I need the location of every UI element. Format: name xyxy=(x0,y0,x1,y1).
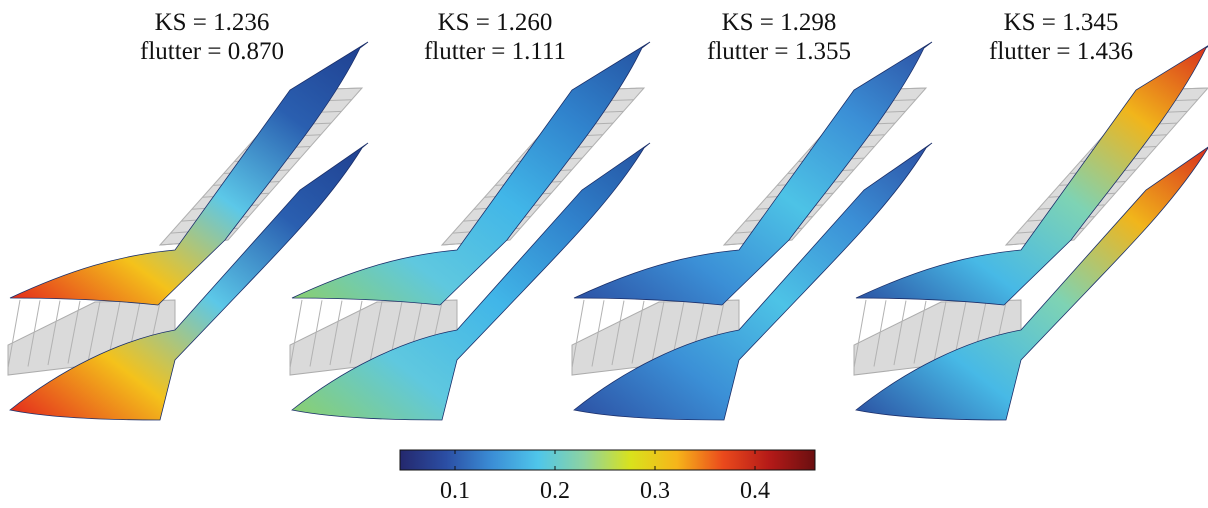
panel-3-flutter-label: flutter = 1.355 xyxy=(664,37,894,66)
panel-3-ks-label: KS = 1.298 xyxy=(664,8,894,37)
panel-2-ks-label: KS = 1.260 xyxy=(380,8,610,37)
panel-4-flutter-label: flutter = 1.436 xyxy=(946,37,1176,66)
panel-4-ks-label: KS = 1.345 xyxy=(946,8,1176,37)
colorbar-tick-label: 0.3 xyxy=(640,478,670,504)
colorbar-tick-label: 0.1 xyxy=(440,478,470,504)
panel-1-caption: KS = 1.236 flutter = 0.870 xyxy=(97,8,327,66)
panel-1-ks-label: KS = 1.236 xyxy=(97,8,327,37)
panel-2-caption: KS = 1.260 flutter = 1.111 xyxy=(380,8,610,66)
colorbar-tick-label: 0.2 xyxy=(540,478,570,504)
upper-wing-surface xyxy=(292,42,650,305)
colorbar-tick-label: 0.4 xyxy=(740,478,770,504)
panel-3-caption: KS = 1.298 flutter = 1.355 xyxy=(664,8,894,66)
upper-wing-surface xyxy=(574,42,932,305)
panel-4-caption: KS = 1.345 flutter = 1.436 xyxy=(946,8,1176,66)
colorbar: 0.1 0.2 0.3 0.4 xyxy=(400,450,815,504)
upper-wing-surface xyxy=(10,42,368,305)
colorbar-scale xyxy=(400,450,815,470)
panel-1-flutter-label: flutter = 0.870 xyxy=(97,37,327,66)
panel-2-flutter-label: flutter = 1.111 xyxy=(380,37,610,66)
